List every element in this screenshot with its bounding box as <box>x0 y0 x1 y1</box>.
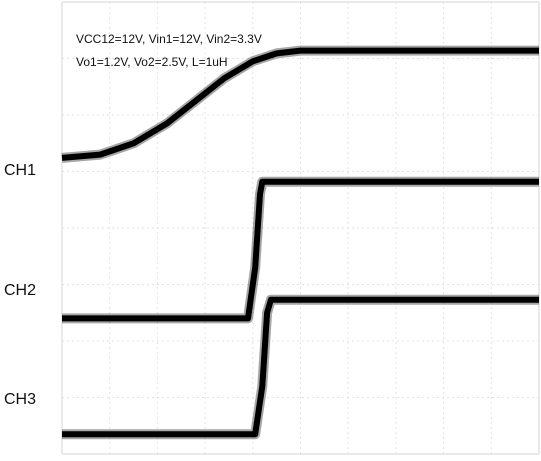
settings-annotation-line-2: Vo1=1.2V, Vo2=2.5V, L=1uH <box>76 55 228 69</box>
trace-ch1 <box>61 47 539 161</box>
trace-ch3 <box>62 296 539 438</box>
traces <box>61 45 539 440</box>
channel-label-ch2: CH2 <box>4 282 37 299</box>
grid <box>61 1 540 455</box>
trace-ch2 <box>62 178 539 322</box>
channel-label-ch1: CH1 <box>4 162 37 179</box>
channel-label-ch3: CH3 <box>4 391 37 408</box>
settings-annotation-line-1: VCC12=12V, Vin1=12V, Vin2=3.3V <box>76 32 262 46</box>
